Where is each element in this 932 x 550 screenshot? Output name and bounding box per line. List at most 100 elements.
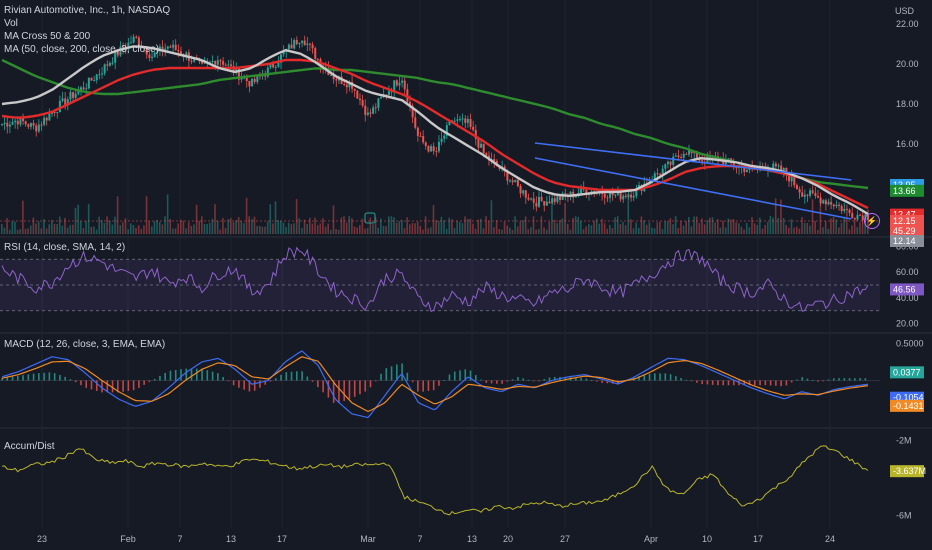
candle-body bbox=[482, 143, 485, 154]
volume-bar bbox=[824, 220, 827, 234]
volume-bar bbox=[293, 223, 295, 234]
rsi-panel[interactable] bbox=[0, 246, 880, 313]
volume-bar bbox=[682, 225, 685, 234]
macd-histogram-bar bbox=[585, 378, 588, 381]
ad-legend-label[interactable]: Accum/Dist bbox=[4, 441, 55, 452]
rsi-badge[interactable]: 46.56 bbox=[893, 284, 916, 294]
price-panel[interactable] bbox=[0, 34, 880, 234]
candle-body bbox=[295, 39, 298, 45]
volume-bar bbox=[806, 222, 809, 234]
price-axis[interactable]: 22.0020.0018.0016.0080.0060.0040.0020.00… bbox=[890, 19, 926, 521]
candle-body bbox=[358, 98, 361, 101]
ma-50-line bbox=[1, 45, 869, 216]
rsi-legend-label[interactable]: RSI (14, close, SMA, 14, 2) bbox=[4, 242, 126, 253]
ad-badge[interactable]: -3.637M bbox=[893, 466, 926, 476]
candle-body bbox=[437, 141, 440, 152]
candle-body bbox=[603, 193, 606, 198]
volume-bar bbox=[193, 224, 195, 234]
volume-bar bbox=[287, 222, 290, 234]
volume-bar bbox=[853, 218, 856, 234]
macd-histogram-bar bbox=[274, 378, 277, 381]
volume-legend[interactable]: Vol bbox=[4, 18, 18, 29]
time-axis[interactable]: 23 Feb 7 13 17 Mar 7 13 20 27 Apr 10 17 24 bbox=[37, 534, 835, 544]
candle-body bbox=[366, 112, 369, 115]
volume-bar bbox=[374, 217, 377, 234]
macd-histogram-bar bbox=[506, 380, 509, 382]
macd-histogram-bar bbox=[138, 380, 140, 388]
macd-histogram-bar bbox=[374, 380, 377, 382]
candle-body bbox=[559, 196, 562, 200]
volume-bar bbox=[277, 220, 279, 234]
lightning-icon[interactable]: ⚡ bbox=[864, 213, 880, 229]
volume-bar bbox=[230, 218, 232, 234]
macd-histogram-bar bbox=[327, 380, 330, 398]
candle-body bbox=[61, 98, 64, 101]
volume-bar bbox=[93, 226, 95, 234]
macd-histogram-bar bbox=[348, 380, 351, 400]
macd-histogram-bar bbox=[748, 380, 751, 386]
macd-histogram-bar bbox=[575, 377, 577, 381]
candle-body bbox=[374, 107, 377, 109]
macd-histogram-bar bbox=[564, 376, 567, 381]
volume-bar bbox=[269, 204, 272, 234]
volume-bar bbox=[493, 227, 495, 234]
macd-histogram-bar bbox=[685, 379, 688, 381]
macd-histogram-bar bbox=[638, 376, 640, 381]
volume-bar bbox=[627, 194, 630, 234]
candle-body bbox=[164, 48, 167, 52]
macd-legend-label[interactable]: MACD (12, 26, close, 3, EMA, EMA) bbox=[4, 339, 166, 350]
macd-histogram-bar bbox=[474, 375, 477, 381]
ma-legend[interactable]: MA (50, close, 200, close, 3, close) bbox=[4, 44, 160, 55]
volume-bar bbox=[782, 218, 785, 234]
price-badge[interactable]: 13.66 bbox=[893, 186, 916, 196]
macd-histogram-bar bbox=[606, 380, 609, 384]
candle-body bbox=[227, 64, 230, 66]
macd-histogram-bar bbox=[838, 378, 840, 381]
volume-bar bbox=[461, 223, 464, 234]
macd-histogram-bar bbox=[727, 380, 730, 386]
macd-histogram-bar bbox=[317, 380, 319, 388]
volume-bar bbox=[24, 228, 27, 234]
candle-body bbox=[98, 74, 101, 76]
volume-bar bbox=[424, 216, 427, 234]
volume-bar bbox=[335, 229, 337, 234]
volume-bar bbox=[532, 216, 535, 234]
volume-bar bbox=[227, 219, 229, 234]
candle-body bbox=[264, 75, 267, 77]
time-tick-label: 7 bbox=[177, 534, 182, 544]
earnings-icon[interactable] bbox=[364, 212, 376, 224]
macd-histogram-bar bbox=[717, 380, 719, 386]
price-badge-bg bbox=[890, 225, 924, 237]
candle-body bbox=[103, 64, 106, 74]
price-badge[interactable]: 45.29 bbox=[893, 226, 916, 236]
volume-bar bbox=[506, 225, 508, 234]
volume-bar bbox=[411, 222, 414, 234]
price-badge[interactable]: 12.15 bbox=[893, 216, 916, 226]
macd-panel[interactable] bbox=[0, 350, 880, 419]
candle-body bbox=[537, 196, 540, 207]
price-badge[interactable]: 12.47 bbox=[893, 210, 916, 220]
candle-body bbox=[545, 201, 548, 206]
ad-legend: Accum/Dist bbox=[4, 440, 55, 453]
accum-dist-panel[interactable] bbox=[1, 445, 869, 516]
volume-bar bbox=[851, 225, 853, 234]
volume-bar bbox=[195, 204, 198, 234]
macd-histogram-bar bbox=[464, 369, 467, 381]
volume-bar bbox=[535, 229, 537, 234]
macd-badge[interactable]: -0.1054 bbox=[893, 393, 924, 403]
macd-badge[interactable]: -0.1431 bbox=[893, 401, 924, 411]
candle-body bbox=[838, 204, 841, 206]
volume-bar bbox=[451, 219, 453, 234]
candle-body bbox=[301, 40, 304, 43]
price-badge[interactable]: 12.14 bbox=[893, 236, 916, 246]
candle-body bbox=[653, 173, 656, 181]
symbol-title[interactable]: Rivian Automotive, Inc., 1h, NASDAQ bbox=[4, 5, 171, 16]
volume-bar bbox=[135, 227, 137, 234]
volume-bar bbox=[306, 223, 308, 234]
candle-body bbox=[330, 75, 333, 77]
volume-bar bbox=[606, 228, 609, 234]
volume-bar bbox=[735, 222, 737, 234]
macd-badge[interactable]: 0.0377 bbox=[893, 367, 921, 377]
ma-cross-legend[interactable]: MA Cross 50 & 200 bbox=[4, 31, 91, 42]
